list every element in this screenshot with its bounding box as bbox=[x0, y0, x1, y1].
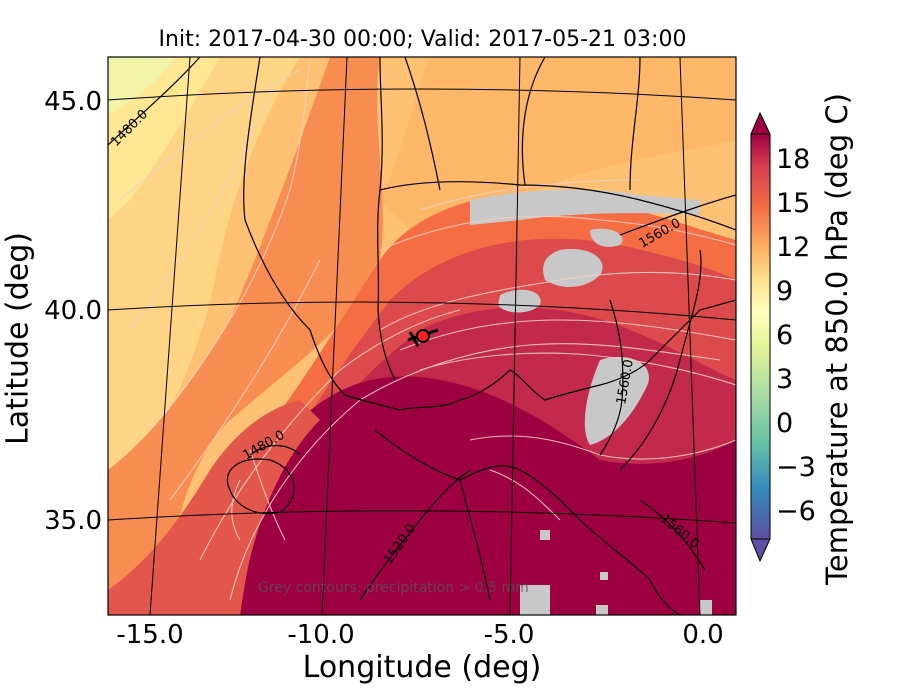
y-axis-label: Latitude (deg) bbox=[0, 232, 36, 445]
precipitation-areas bbox=[470, 189, 712, 615]
x-tick-label: -15.0 bbox=[116, 620, 183, 650]
x-tick-label: -10.0 bbox=[287, 620, 354, 650]
temperature-field: 1480.0 1480.0 1520.0 1560.0 1560.0 1560.… bbox=[108, 57, 736, 615]
colorbar-tick-label: 3 bbox=[776, 364, 793, 395]
x-tick-label: -5.0 bbox=[484, 620, 535, 650]
coastlines bbox=[243, 57, 736, 615]
axis-tick-labels: -15.0 -10.0 -5.0 0.0 35.0 40.0 45.0 bbox=[44, 87, 724, 650]
colorbar-tick-label: −3 bbox=[776, 452, 816, 483]
colorbar-tick-label: 15 bbox=[776, 188, 810, 219]
figure-title: Init: 2017-04-30 00:00; Valid: 2017-05-2… bbox=[158, 27, 687, 52]
colorbar-tick-label: 12 bbox=[776, 232, 810, 263]
x-tick-label: 0.0 bbox=[682, 620, 723, 650]
y-tick-label: 40.0 bbox=[44, 296, 102, 326]
y-tick-label: 35.0 bbox=[44, 506, 102, 536]
precipitation-note: Grey contours: precipitation > 0.5 mm bbox=[258, 580, 529, 596]
graticule bbox=[108, 57, 736, 615]
geopotential-contours bbox=[108, 57, 736, 601]
colorbar-tick-label: −6 bbox=[776, 496, 816, 527]
colorbar-scale bbox=[750, 133, 771, 540]
colorbar-label: Temperature at 850.0 hPa (deg C) bbox=[820, 93, 854, 585]
colorbar-tick-label: 18 bbox=[776, 144, 810, 175]
colorbar-tick-label: 6 bbox=[776, 320, 793, 351]
colorbar-min-extension bbox=[750, 538, 771, 563]
x-axis-label: Longitude (deg) bbox=[302, 650, 542, 685]
colorbar: 18 15 12 9 6 3 0 −3 −6 bbox=[750, 111, 816, 563]
y-tick-label: 45.0 bbox=[44, 87, 102, 117]
colorbar-tick-label: 9 bbox=[776, 276, 793, 307]
colorbar-tick-label: 0 bbox=[776, 408, 793, 439]
colorbar-max-extension bbox=[750, 111, 771, 135]
location-marker bbox=[407, 328, 439, 347]
map-frame bbox=[107, 56, 737, 616]
